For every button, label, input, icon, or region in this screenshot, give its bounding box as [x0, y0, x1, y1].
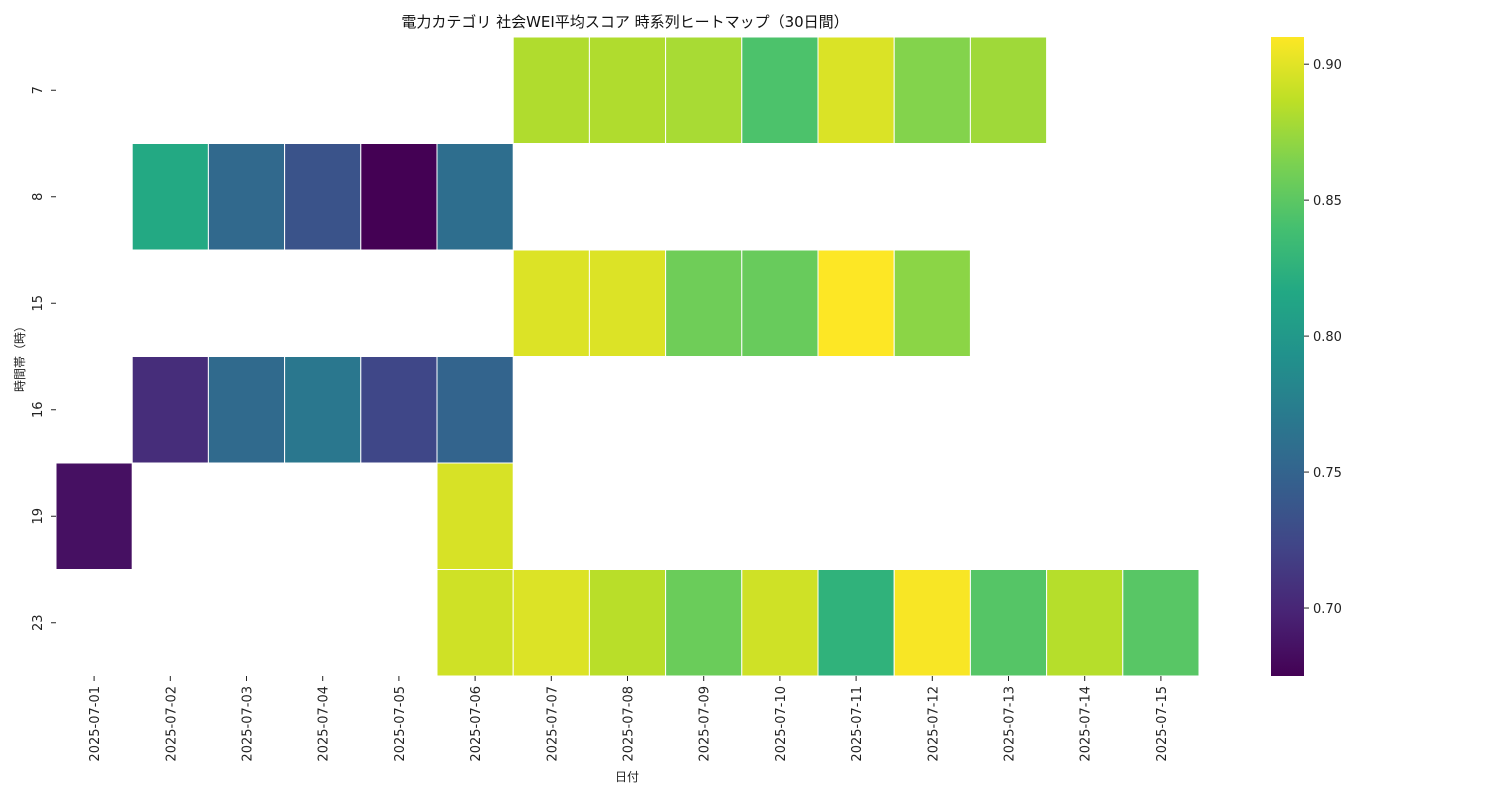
- heatmap-cell: [284, 356, 362, 464]
- heatmap-cell: [1046, 569, 1124, 677]
- heatmap-cell: [207, 143, 286, 251]
- x-tick-label: 2025-07-09: [698, 686, 713, 762]
- heatmap-cell: [969, 36, 1048, 144]
- heatmap-cell: [665, 249, 743, 357]
- x-tick-label: 2025-07-13: [1003, 686, 1018, 762]
- colorbar-tick-label: 0.80: [1313, 330, 1342, 345]
- heatmap-cell: [665, 36, 743, 144]
- heatmap-cell: [817, 569, 895, 677]
- heatmap-cell: [588, 36, 667, 144]
- y-tick-label: 23: [31, 614, 46, 631]
- heatmap-cell: [284, 143, 362, 251]
- x-tick-label: 2025-07-06: [469, 686, 484, 762]
- x-tick-label: 2025-07-12: [926, 686, 941, 762]
- heatmap-cell: [55, 462, 133, 570]
- x-tick-label: 2025-07-15: [1155, 686, 1170, 762]
- heatmap-cell: [512, 249, 590, 357]
- x-tick-label: 2025-07-01: [88, 686, 103, 762]
- heatmap-cell: [131, 143, 209, 251]
- x-tick-label: 2025-07-10: [774, 686, 789, 762]
- heatmap-cell: [512, 569, 590, 677]
- colorbar-tick-label: 0.70: [1313, 602, 1342, 617]
- heatmap-cell: [588, 569, 667, 677]
- heatmap-cell: [741, 249, 819, 357]
- x-tick-label: 2025-07-08: [622, 686, 637, 762]
- heatmap-cells: [55, 36, 1200, 677]
- chart-title: 電力カテゴリ 社会WEI平均スコア 時系列ヒートマップ（30日間）: [401, 13, 848, 31]
- colorbar: [1271, 37, 1304, 676]
- heatmap-cell: [969, 569, 1048, 677]
- colorbar-tick-label: 0.75: [1313, 466, 1342, 481]
- heatmap-cell: [741, 569, 819, 677]
- heatmap-cell: [665, 569, 743, 677]
- x-axis-label: 日付: [615, 770, 639, 784]
- x-tick-label: 2025-07-14: [1079, 686, 1094, 762]
- y-tick-label: 8: [31, 193, 46, 201]
- heatmap-cell: [741, 36, 819, 144]
- heatmap-cell: [512, 36, 590, 144]
- y-tick-label: 16: [31, 401, 46, 418]
- heatmap-cell: [817, 36, 895, 144]
- heatmap-cell: [893, 36, 971, 144]
- heatmap-cell: [893, 569, 971, 677]
- y-axis-ticks: 7 8 15 16 19 23: [31, 86, 56, 631]
- x-tick-label: 2025-07-03: [241, 686, 256, 762]
- colorbar-tick-label: 0.85: [1313, 194, 1342, 209]
- heatmap-cell: [817, 249, 895, 357]
- y-axis-label: 時間帯（時）: [13, 320, 27, 392]
- colorbar-ticks: 0.70 0.75 0.80 0.85 0.90: [1304, 58, 1342, 617]
- heatmap-cell: [1122, 569, 1200, 677]
- x-tick-label: 2025-07-04: [317, 686, 332, 762]
- y-tick-label: 15: [31, 295, 46, 312]
- heatmap-cell: [207, 356, 286, 464]
- x-tick-label: 2025-07-02: [164, 686, 179, 762]
- heatmap-cell: [436, 356, 514, 464]
- colorbar-tick-label: 0.90: [1313, 58, 1342, 73]
- y-tick-label: 19: [31, 508, 46, 525]
- heatmap-cell: [893, 249, 971, 357]
- x-axis-ticks: 2025-07-01 2025-07-02 2025-07-03 2025-07-04…: [88, 676, 1170, 762]
- heatmap-cell: [436, 462, 514, 570]
- heatmap-cell: [360, 356, 438, 464]
- heatmap-cell: [436, 569, 514, 677]
- heatmap-cell: [131, 356, 209, 464]
- y-tick-label: 7: [31, 86, 46, 94]
- heatmap-cell: [436, 143, 514, 251]
- x-tick-label: 2025-07-11: [850, 686, 865, 762]
- x-tick-label: 2025-07-07: [545, 686, 560, 762]
- heatmap-cell: [588, 249, 667, 357]
- x-tick-label: 2025-07-05: [393, 686, 408, 762]
- heatmap-cell: [360, 143, 438, 251]
